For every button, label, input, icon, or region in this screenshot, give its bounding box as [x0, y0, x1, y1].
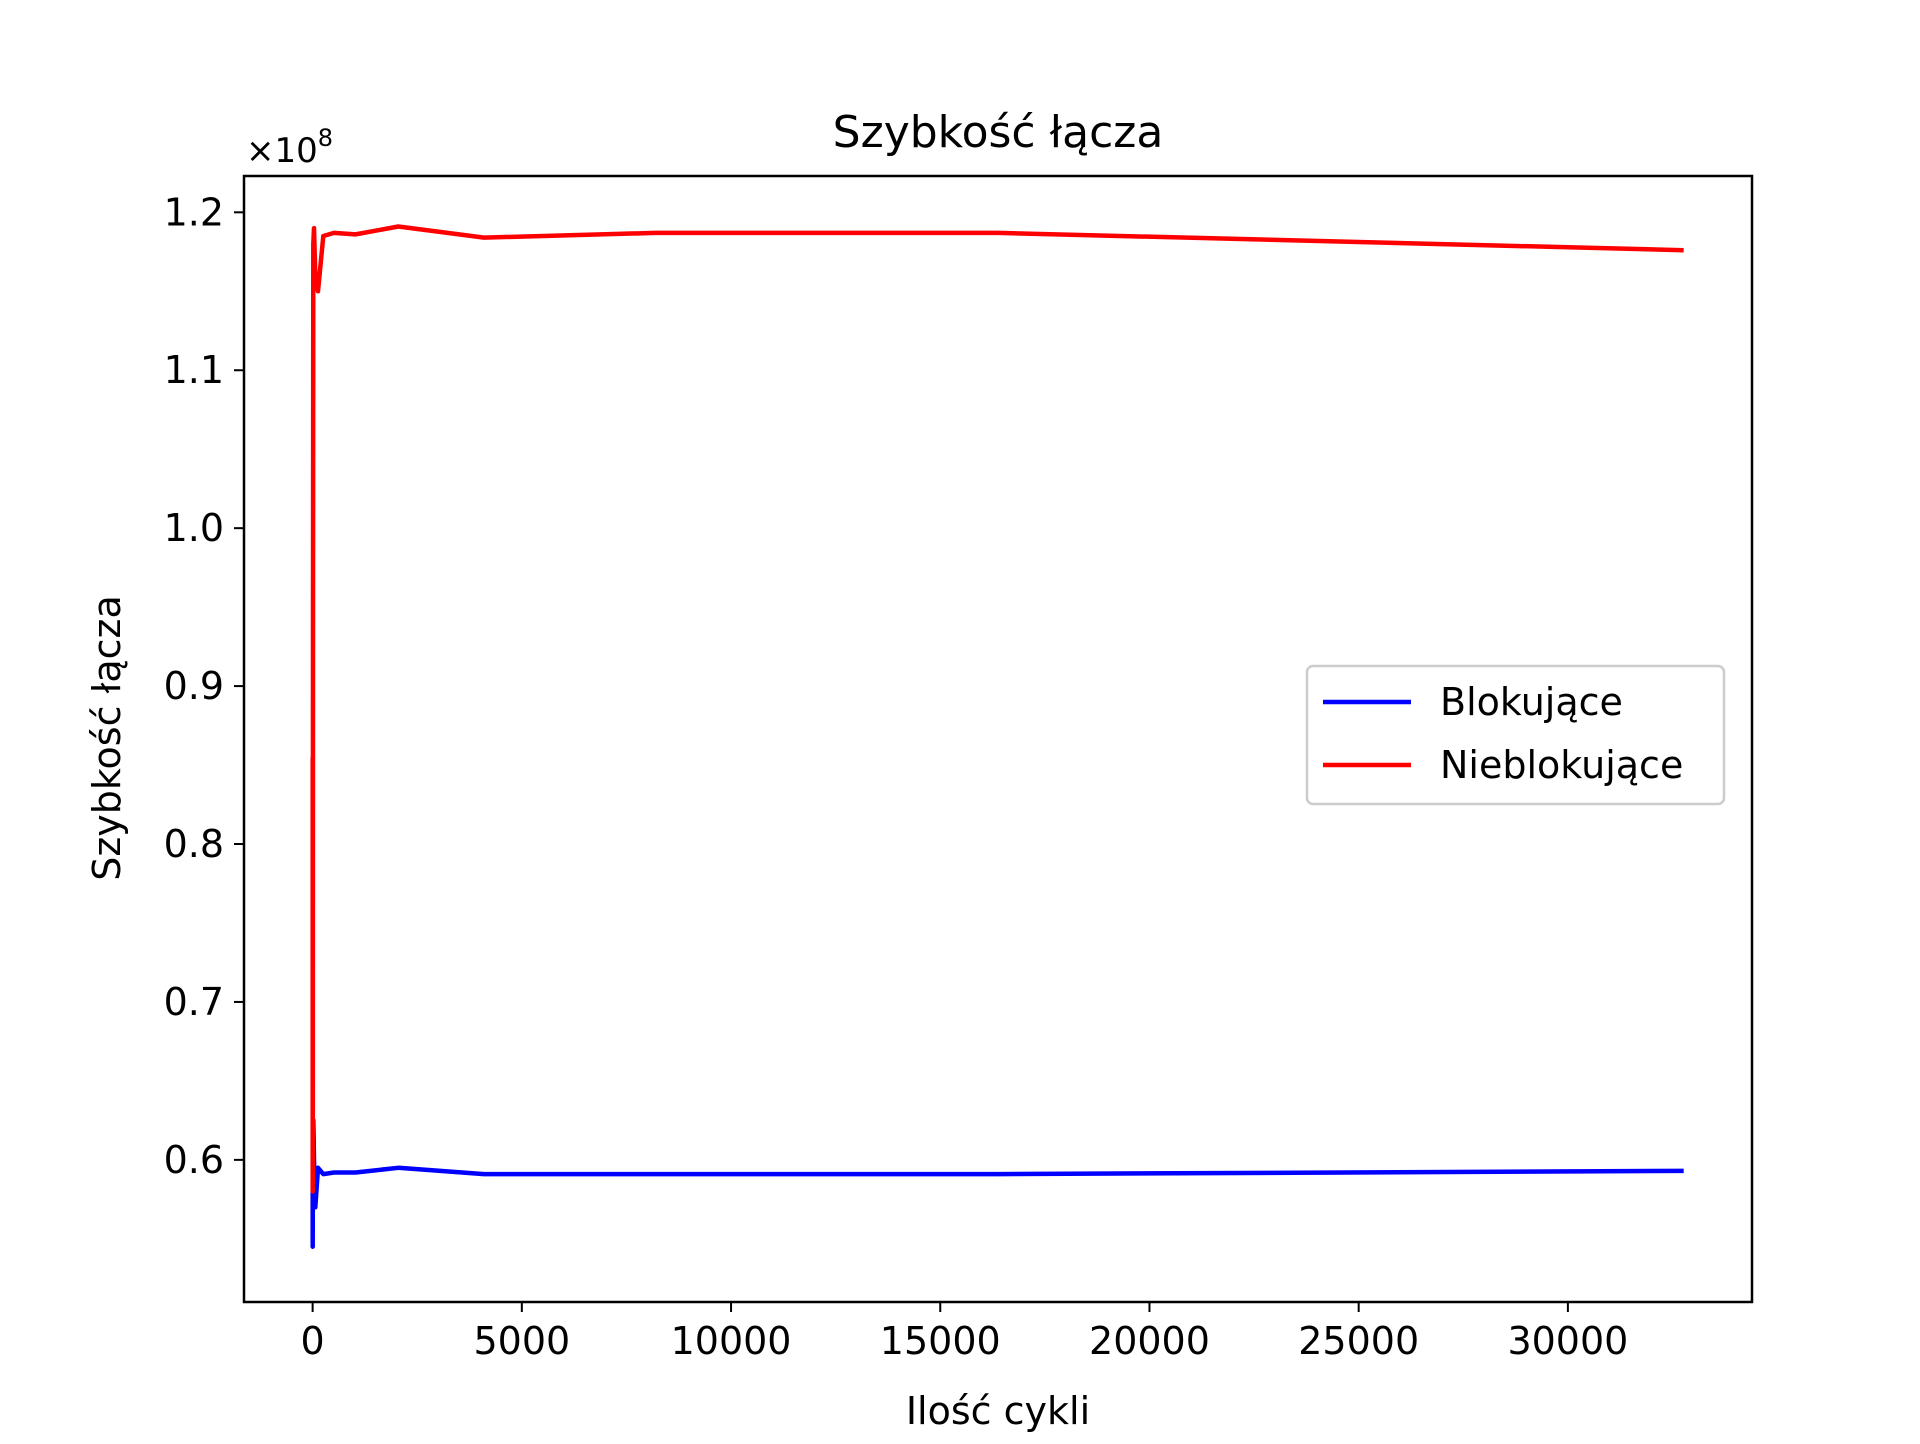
x-tick-label: 20000: [1089, 1319, 1210, 1363]
series-line-1: [310, 1118, 1684, 1249]
series-lines: [310, 224, 1684, 1249]
legend-label: Blokujące: [1440, 680, 1623, 724]
x-tick-label: 25000: [1298, 1319, 1419, 1363]
y-tick-label: 1.0: [164, 506, 224, 550]
x-tick-label: 30000: [1507, 1319, 1628, 1363]
y-tick-label: 0.7: [164, 980, 224, 1024]
y-axis-multiplier: ×108: [246, 124, 333, 171]
y-axis-label: Szybkość łącza: [85, 595, 129, 881]
legend-label: Nieblokujące: [1440, 743, 1683, 787]
x-axis-label: Ilość cykli: [906, 1389, 1090, 1433]
y-tick-label: 0.6: [164, 1138, 224, 1182]
x-axis-ticks: 0 5000 10000 15000 20000 25000 30000: [301, 1302, 1628, 1363]
x-tick-label: 5000: [473, 1319, 570, 1363]
y-tick-label: 1.2: [164, 190, 224, 234]
y-tick-label: 1.1: [164, 348, 224, 392]
y-tick-label: 0.8: [164, 822, 224, 866]
x-tick-label: 0: [301, 1319, 325, 1363]
y-multiplier-base: ×10: [246, 131, 318, 171]
x-tick-label: 10000: [671, 1319, 792, 1363]
legend: Blokujące Nieblokujące: [1305, 664, 1726, 806]
y-multiplier-exponent: 8: [318, 124, 333, 152]
x-tick-label: 15000: [880, 1319, 1001, 1363]
legend-box: [1305, 664, 1726, 806]
chart-title: Szybkość łącza: [833, 107, 1164, 158]
plot-area: [242, 174, 1754, 1304]
y-axis-ticks: 0.6 0.7 0.8 0.9 1.0 1.1 1.2: [164, 190, 244, 1182]
y-tick-label: 0.9: [164, 664, 224, 708]
series-line-2: [310, 224, 1684, 1194]
